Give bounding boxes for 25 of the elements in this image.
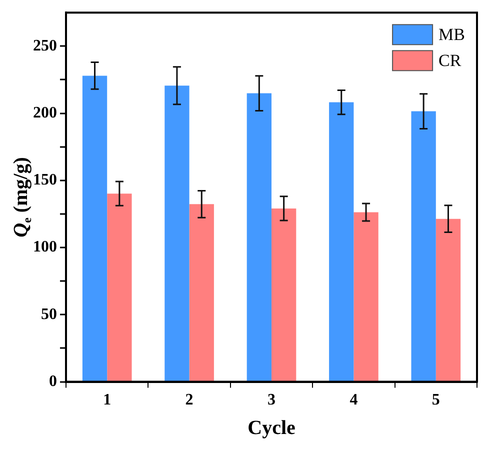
y-tick-label: 100 [33, 238, 57, 256]
bar [164, 86, 190, 382]
bar [272, 208, 296, 382]
x-axis-title: Cycle [248, 417, 296, 440]
bar [107, 194, 132, 382]
y-axis-title: Qe (mg/g) [10, 157, 34, 238]
y-tick-label: 0 [49, 372, 57, 390]
bar [82, 76, 108, 382]
bar [436, 218, 461, 382]
bar [411, 111, 436, 382]
y-tick-label: 150 [33, 172, 57, 189]
x-tick-label: 5 [432, 392, 440, 409]
bar [354, 212, 378, 382]
legend-label: MB [438, 25, 466, 44]
legend-label: CR [438, 51, 462, 70]
y-tick-label: 50 [41, 306, 57, 323]
x-tick-label: 2 [185, 392, 194, 409]
y-tick-label: 200 [33, 104, 57, 122]
x-tick-label: 1 [103, 392, 112, 409]
bar [246, 93, 272, 382]
x-tick-label: 3 [268, 392, 276, 409]
y-tick-label: 250 [33, 37, 57, 54]
bar [329, 102, 354, 382]
x-tick-label: 4 [350, 392, 358, 409]
bar [189, 204, 214, 382]
